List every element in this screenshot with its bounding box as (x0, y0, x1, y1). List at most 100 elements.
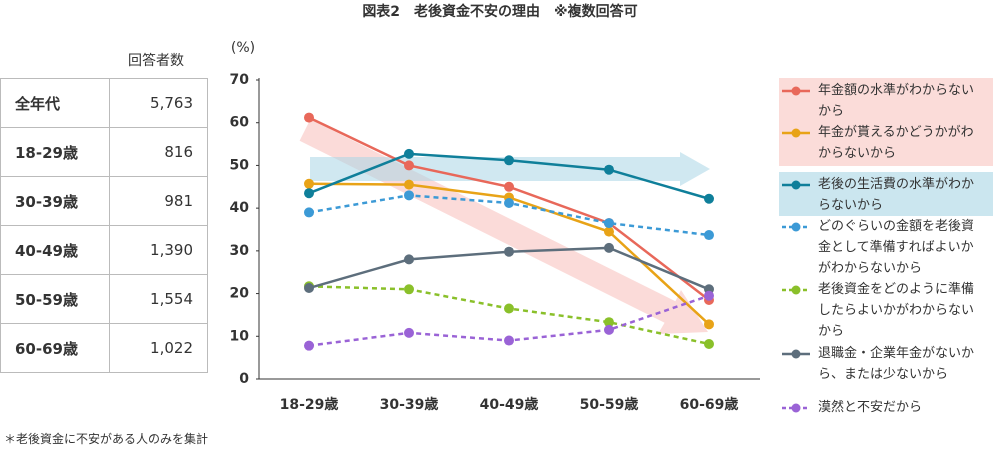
legend-item: 老後資金をどのように準備したらよいかがわからないから (782, 279, 992, 342)
row-value: 981 (109, 176, 208, 226)
legend-icon (782, 349, 810, 359)
legend-item: 漠然と不安だから (782, 397, 992, 418)
data-point (504, 198, 514, 209)
legend-marker (791, 285, 801, 295)
data-point (704, 230, 714, 241)
legend-item: 老後の生活費の水準がわからないから (782, 174, 992, 216)
legend-icon (782, 403, 810, 413)
legend-label: 年金額の水準がわからないから (818, 83, 975, 119)
row-label: 50-59歳 (0, 274, 111, 324)
row-label: 30-39歳 (0, 176, 111, 226)
legend-label: 退職金・企業年金がないから、または少ないから (818, 346, 975, 382)
table-row: 全年代 5,763 (0, 78, 208, 128)
data-point (504, 155, 514, 166)
y-axis-label: (%) (231, 40, 255, 56)
data-point (704, 193, 714, 204)
table-row: 18-29歳 816 (0, 127, 208, 177)
row-label: 60-69歳 (0, 323, 111, 373)
row-value: 1,022 (109, 323, 208, 373)
data-point (704, 290, 714, 301)
trend-arrow (310, 152, 710, 186)
data-point (504, 246, 514, 257)
data-point (304, 188, 314, 199)
row-value: 816 (109, 127, 208, 177)
data-point (404, 148, 414, 159)
data-point (604, 317, 614, 328)
data-point (604, 164, 614, 175)
data-point (504, 335, 514, 346)
table-row: 40-49歳 1,390 (0, 225, 208, 275)
legend-icon (782, 222, 810, 232)
legend-icon (782, 180, 810, 190)
data-point (404, 160, 414, 171)
legend-marker (791, 180, 801, 190)
data-point (404, 284, 414, 295)
y-tick-label: 40 (230, 200, 250, 216)
legend-label: 年金が貰えるかどうかがわからないから (818, 125, 974, 161)
y-tick-label: 10 (230, 328, 250, 344)
data-point (604, 324, 614, 335)
table-header: 回答者数 (128, 53, 184, 69)
legend-marker (791, 128, 801, 138)
legend-highlight (779, 78, 993, 166)
y-tick-label: 70 (230, 72, 250, 88)
legend-marker (791, 222, 801, 232)
legend-label: 老後の生活費の水準がわからないから (818, 177, 975, 213)
series-line (308, 116, 710, 301)
data-point (304, 207, 314, 218)
y-tick-label: 0 (239, 371, 249, 387)
row-label: 18-29歳 (0, 127, 111, 177)
legend-item: 退職金・企業年金がないから、または少ないから (782, 343, 992, 385)
table-row: 50-59歳 1,554 (0, 274, 208, 324)
x-tick-label: 40-49歳 (480, 396, 539, 413)
legend-label: 老後資金をどのように準備したらよいかがわからないから (818, 282, 975, 339)
data-point (304, 283, 314, 294)
data-point (304, 112, 314, 123)
legend-marker (791, 86, 801, 96)
legend-highlight (779, 172, 993, 216)
data-point (304, 178, 314, 189)
data-point (504, 303, 514, 314)
legend-icon (782, 285, 810, 295)
row-label: 全年代 (0, 78, 111, 128)
data-point (704, 319, 714, 330)
data-point (404, 327, 414, 338)
row-value: 1,390 (109, 225, 208, 275)
footnote: ＊老後資金に不安がある人のみを集計 (4, 432, 209, 446)
chart-title: 図表2 老後資金不安の理由 ※複数回答可 (362, 3, 637, 20)
legend-icon (782, 86, 810, 96)
data-point (304, 340, 314, 351)
x-tick-label: 18-29歳 (280, 396, 339, 413)
data-point (604, 226, 614, 237)
legend-label: 漠然と不安だから (818, 400, 923, 415)
y-tick-label: 50 (230, 157, 250, 173)
y-tick-label: 20 (230, 286, 250, 302)
y-tick-label: 60 (230, 115, 250, 131)
legend-icon (782, 128, 810, 138)
trend-arrow (299, 119, 708, 334)
row-value: 1,554 (109, 274, 208, 324)
legend-item: 年金額の水準がわからないから (782, 80, 992, 122)
respondents-table: 全年代 5,763 18-29歳 816 30-39歳 981 40-49歳 1,390 50-… (0, 78, 208, 373)
legend-item: 年金が貰えるかどうかがわからないから (782, 122, 992, 164)
legend-label: どのぐらいの金額を老後資金として準備すればよいかがわからないから (818, 219, 975, 276)
legend-marker (791, 403, 801, 413)
data-point (604, 218, 614, 229)
legend-marker (791, 349, 801, 359)
y-tick-label: 30 (230, 243, 250, 259)
data-point (704, 338, 714, 349)
data-point (404, 190, 414, 201)
x-tick-label: 30-39歳 (380, 396, 439, 413)
data-point (404, 179, 414, 190)
data-point (404, 254, 414, 265)
data-point (604, 242, 614, 253)
row-value: 5,763 (109, 78, 208, 128)
table-row: 30-39歳 981 (0, 176, 208, 226)
row-label: 40-49歳 (0, 225, 111, 275)
x-tick-label: 60-69歳 (680, 396, 739, 413)
data-point (504, 181, 514, 192)
x-tick-label: 50-59歳 (580, 396, 639, 413)
legend-item: どのぐらいの金額を老後資金として準備すればよいかがわからないから (782, 216, 992, 279)
